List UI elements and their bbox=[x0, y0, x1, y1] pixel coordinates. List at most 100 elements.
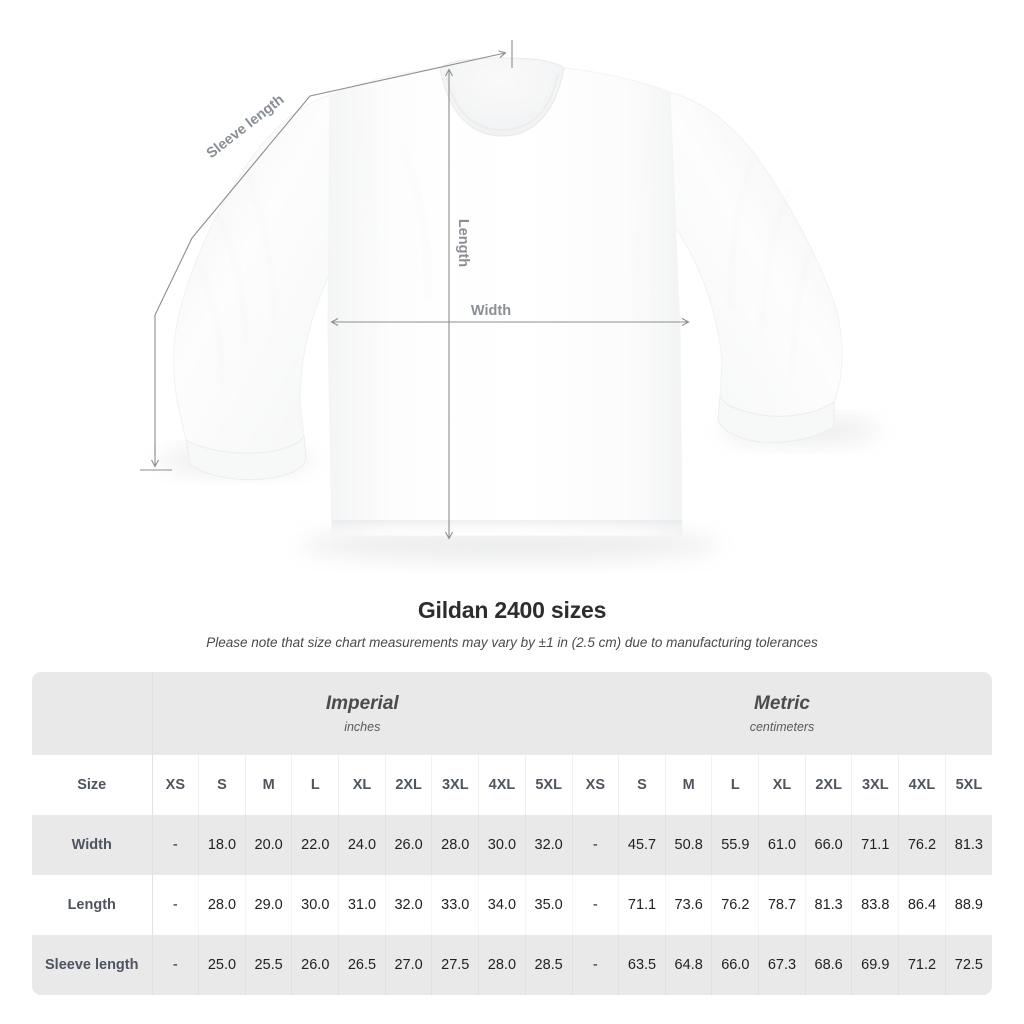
size-header-cell: L bbox=[291, 755, 339, 815]
size-header-cell: L bbox=[711, 755, 759, 815]
size-chart-table: Imperial inches Metric centimeters Size X… bbox=[32, 672, 992, 995]
size-header-cell: XL bbox=[758, 755, 806, 815]
measurement-cell: 30.0 bbox=[291, 875, 339, 935]
unit-sub-metric: centimeters bbox=[749, 719, 815, 734]
measurement-cell: 63.5 bbox=[618, 935, 666, 995]
size-header-cell: 3XL bbox=[851, 755, 899, 815]
unit-sub-imperial: inches bbox=[344, 719, 381, 734]
right-sleeve bbox=[639, 91, 843, 443]
shirt-body bbox=[327, 67, 683, 538]
measurement-cell: 88.9 bbox=[945, 875, 992, 935]
measurement-cell: 67.3 bbox=[758, 935, 806, 995]
measurement-cell: - bbox=[152, 875, 199, 935]
measurement-cell: 78.7 bbox=[758, 875, 806, 935]
size-header-cell: XL bbox=[338, 755, 386, 815]
measurement-cell: 55.9 bbox=[711, 815, 759, 875]
width-measure: Width bbox=[330, 303, 690, 326]
left-sleeve bbox=[173, 94, 373, 481]
size-header-cell: S bbox=[618, 755, 666, 815]
measurement-cell: 25.5 bbox=[245, 935, 292, 995]
measurement-label: Length bbox=[32, 875, 153, 935]
measurement-cell: 30.0 bbox=[478, 815, 526, 875]
measurement-cell: 50.8 bbox=[665, 815, 712, 875]
size-header-cell: XS bbox=[571, 755, 619, 815]
size-header-cell: M bbox=[664, 755, 712, 815]
measurement-cell: 24.0 bbox=[338, 815, 386, 875]
measurement-cell: 83.8 bbox=[851, 875, 899, 935]
measurement-cell: 26.5 bbox=[338, 935, 386, 995]
size-header-cell: 4XL bbox=[898, 755, 946, 815]
size-header-cell: 3XL bbox=[431, 755, 479, 815]
length-label: Length bbox=[455, 219, 471, 267]
table-row: Width -18.0 20.0 22.0 24.0 26.0 28.0 30.0 32.0-4… bbox=[32, 815, 992, 875]
size-header-cell: 4XL bbox=[478, 755, 526, 815]
measurement-cell: 45.7 bbox=[618, 815, 666, 875]
measurement-cell: 29.0 bbox=[245, 875, 292, 935]
title-block: Gildan 2400 sizes Please note that size … bbox=[0, 595, 1024, 652]
measurement-cell: 72.5 bbox=[945, 935, 992, 995]
measurement-cell: 27.0 bbox=[385, 935, 432, 995]
unit-row-spacer bbox=[32, 672, 153, 755]
size-table-container: Imperial inches Metric centimeters Size X… bbox=[32, 672, 992, 995]
measurement-cell: 26.0 bbox=[385, 815, 432, 875]
page-title: Gildan 2400 sizes bbox=[417, 597, 607, 623]
measurement-cell: 25.0 bbox=[198, 935, 246, 995]
table-row: Sleeve length -25.0 25.5 26.0 26.5 27.0 27.5 28… bbox=[32, 935, 992, 995]
measurement-cell: 27.5 bbox=[431, 935, 479, 995]
measurement-cell: 71.1 bbox=[851, 815, 899, 875]
measurement-cell: 66.0 bbox=[711, 935, 759, 995]
measurement-cell: 66.0 bbox=[805, 815, 852, 875]
measurement-cell: 76.2 bbox=[898, 815, 946, 875]
length-measure: Length bbox=[445, 68, 471, 540]
size-header-cell: 2XL bbox=[384, 755, 432, 815]
garment-illustration: Sleeve length Length Width bbox=[140, 40, 880, 561]
measurement-cell: 20.0 bbox=[245, 815, 292, 875]
size-header-cell: S bbox=[198, 755, 246, 815]
size-header-cell: M bbox=[244, 755, 292, 815]
measurement-cell: 86.4 bbox=[898, 875, 946, 935]
measurement-cell: 33.0 bbox=[431, 875, 479, 935]
measurement-cell: 76.2 bbox=[711, 875, 759, 935]
tolerance-note: Please note that size chart measurements… bbox=[206, 635, 818, 650]
measurement-cell: 28.0 bbox=[478, 935, 526, 995]
unit-name-metric: Metric bbox=[754, 692, 810, 714]
size-header-label: Size bbox=[32, 755, 153, 815]
measurement-cell: - bbox=[572, 815, 619, 875]
measurement-label: Width bbox=[32, 815, 153, 875]
width-label: Width bbox=[471, 303, 511, 319]
measurement-cell: - bbox=[572, 935, 619, 995]
measurement-cell: 64.8 bbox=[665, 935, 712, 995]
size-header-row: Size XS S M L XL 2XL 3XL 4XL 5XL XS S M L XL 2XL 3XL 4XL 5… bbox=[32, 755, 992, 815]
measurement-label: Sleeve length bbox=[32, 935, 153, 995]
measurement-cell: 71.1 bbox=[618, 875, 666, 935]
measurement-cell: 28.0 bbox=[198, 875, 246, 935]
size-header-cell: XS bbox=[151, 755, 199, 815]
measurement-cell: 32.0 bbox=[385, 875, 432, 935]
measurement-cell: 32.0 bbox=[525, 815, 573, 875]
measurement-cell: 73.6 bbox=[665, 875, 712, 935]
unit-group-metric: Metric centimeters bbox=[572, 672, 992, 755]
unit-header-row: Imperial inches Metric centimeters bbox=[32, 672, 992, 755]
table-row: Length -28.0 29.0 30.0 31.0 32.0 33.0 34.0 35.0-… bbox=[32, 875, 992, 935]
measurement-cell: 81.3 bbox=[945, 815, 992, 875]
measurement-cell: - bbox=[152, 935, 199, 995]
measurement-cell: 71.2 bbox=[898, 935, 946, 995]
size-header-cell: 2XL bbox=[804, 755, 852, 815]
size-header-cell: 5XL bbox=[524, 755, 573, 815]
measurement-cell: - bbox=[152, 815, 199, 875]
measurement-cell: 26.0 bbox=[291, 935, 339, 995]
measurement-cell: 22.0 bbox=[291, 815, 339, 875]
measurement-cell: 28.0 bbox=[431, 815, 479, 875]
measurement-cell: 28.5 bbox=[525, 935, 573, 995]
measurement-cell: 31.0 bbox=[338, 875, 386, 935]
unit-name-imperial: Imperial bbox=[325, 692, 399, 714]
measurement-cell: - bbox=[572, 875, 619, 935]
measurement-cell: 61.0 bbox=[758, 815, 806, 875]
measurement-cell: 69.9 bbox=[851, 935, 899, 995]
measurement-cell: 34.0 bbox=[478, 875, 526, 935]
measurement-cell: 81.3 bbox=[805, 875, 852, 935]
measurement-cell: 35.0 bbox=[525, 875, 573, 935]
size-header-cell: 5XL bbox=[944, 755, 992, 815]
unit-group-imperial: Imperial inches bbox=[152, 672, 573, 755]
measurement-cell: 68.6 bbox=[805, 935, 852, 995]
